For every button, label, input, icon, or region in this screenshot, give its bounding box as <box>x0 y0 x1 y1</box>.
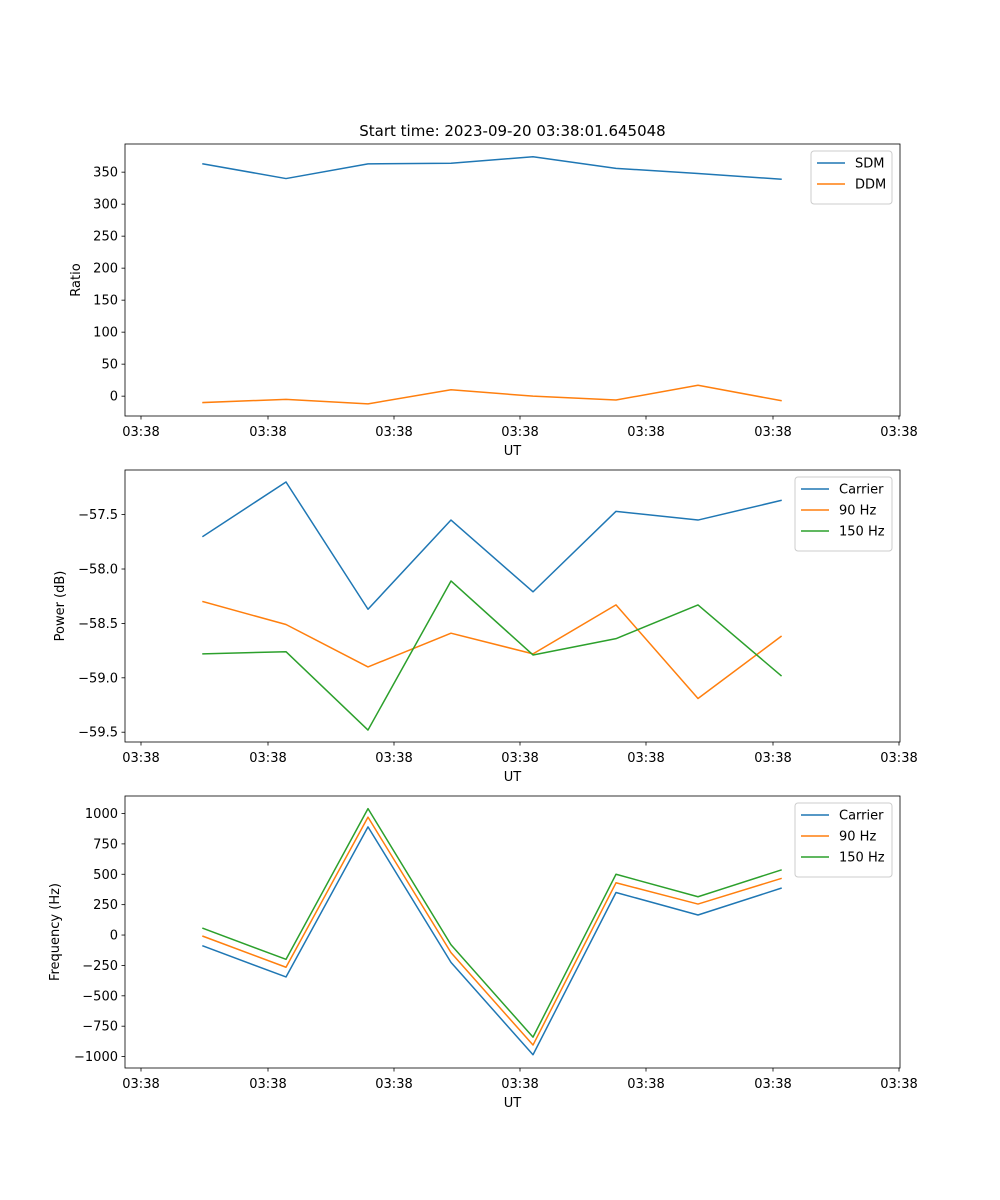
series-line-150-hz <box>202 580 783 731</box>
y-axis-label: Ratio <box>69 263 84 296</box>
series-line-carrier <box>201 481 782 611</box>
legend: Carrier 90 Hz 150 Hz <box>794 802 893 878</box>
x-axis-ticks: 03:38 03:38 03:38 03:38 03:38 03:38 03:38 <box>122 416 918 440</box>
series-line-90-hz <box>202 600 783 700</box>
chart-title: Start time: 2023-09-20 03:38:01.645048 <box>359 122 665 140</box>
y-tick-label: 250 <box>93 898 118 913</box>
x-tick-label: 03:38 <box>249 1077 286 1092</box>
x-tick-label: 03:38 <box>375 751 412 766</box>
series-line-sdm <box>202 156 782 181</box>
series-line-ddm <box>202 384 782 405</box>
y-tick-label: 100 <box>93 326 118 341</box>
x-tick-label: 03:38 <box>627 425 664 440</box>
x-tick-label: 03:38 <box>627 1077 664 1092</box>
y-tick-label: 0 <box>110 929 118 944</box>
x-axis-label: UT <box>504 1096 522 1111</box>
x-tick-label: 03:38 <box>754 751 791 766</box>
x-axis-ticks: 03:38 03:38 03:38 03:38 03:38 03:38 03:38 <box>122 742 918 766</box>
x-tick-label: 03:38 <box>375 425 412 440</box>
y-tick-label: 250 <box>93 230 118 245</box>
legend-entry: DDM <box>855 178 886 193</box>
series-line-90-hz <box>202 816 782 1046</box>
series-line-carrier <box>202 826 782 1056</box>
y-tick-label: −59.0 <box>78 671 118 686</box>
x-tick-label: 03:38 <box>754 1077 791 1092</box>
y-tick-label: −58.5 <box>78 617 118 632</box>
y-axis-ticks: 0 50 100 150 200 250 300 350 <box>93 166 125 405</box>
x-tick-label: 03:38 <box>249 425 286 440</box>
x-tick-label: 03:38 <box>249 751 286 766</box>
y-tick-label: −58.0 <box>78 563 118 578</box>
y-tick-label: 1000 <box>85 807 118 822</box>
x-tick-label: 03:38 <box>375 1077 412 1092</box>
x-tick-label: 03:38 <box>122 425 159 440</box>
y-axis-label: Power (dB) <box>53 571 68 642</box>
x-tick-label: 03:38 <box>501 1077 538 1092</box>
x-axis-label: UT <box>504 444 522 459</box>
y-tick-label: 750 <box>93 837 118 852</box>
y-tick-label: 0 <box>110 390 118 405</box>
y-axis-label: Frequency (Hz) <box>48 883 63 981</box>
series-lines <box>202 156 782 405</box>
x-tick-label: 03:38 <box>501 425 538 440</box>
legend: SDM DDM <box>810 150 893 205</box>
axes-frame <box>124 143 901 417</box>
axes-frame <box>124 469 901 743</box>
y-tick-label: 350 <box>93 166 118 181</box>
y-tick-label: 200 <box>93 262 118 277</box>
y-tick-label: −57.5 <box>78 508 118 523</box>
x-tick-label: 03:38 <box>754 425 791 440</box>
y-tick-label: 150 <box>93 294 118 309</box>
legend: Carrier 90 Hz 150 Hz <box>794 476 893 552</box>
x-tick-label: 03:38 <box>501 751 538 766</box>
legend-entry: Carrier <box>839 483 884 498</box>
x-tick-label: 03:38 <box>122 1077 159 1092</box>
y-tick-label: −750 <box>82 1020 118 1035</box>
x-tick-label: 03:38 <box>880 425 917 440</box>
x-tick-label: 03:38 <box>880 751 917 766</box>
legend-entry: Carrier <box>839 809 884 824</box>
legend-box <box>810 150 893 205</box>
x-tick-label: 03:38 <box>880 1077 917 1092</box>
y-tick-label: 50 <box>101 358 118 373</box>
x-axis-label: UT <box>504 770 522 785</box>
subplot-2: −59.5−59.0−58.5−58.0−57.503:38 03:38 03:38… <box>53 469 918 785</box>
y-tick-label: 500 <box>93 868 118 883</box>
legend-entry: 90 Hz <box>839 830 876 845</box>
series-line-150-hz <box>202 807 782 1038</box>
series-lines <box>202 807 782 1056</box>
series-lines <box>201 481 783 731</box>
x-tick-label: 03:38 <box>122 751 159 766</box>
x-tick-label: 03:38 <box>627 751 664 766</box>
y-tick-label: −59.5 <box>78 726 118 741</box>
legend-box <box>794 802 893 878</box>
axes-frame <box>124 795 901 1069</box>
y-axis-ticks: −59.5 −59.0 −58.5 −58.0 −57.5 <box>78 508 125 741</box>
y-tick-label: −1000 <box>74 1050 118 1065</box>
legend-box <box>794 476 893 552</box>
y-axis-ticks: −1000 −750 −500 −250 0 250 500 750 1000 <box>74 807 125 1065</box>
legend-entry: 150 Hz <box>839 851 885 866</box>
y-tick-label: −250 <box>82 959 118 974</box>
legend-entry: 90 Hz <box>839 504 876 519</box>
legend-entry: 150 Hz <box>839 525 885 540</box>
legend-entry: SDM <box>855 157 884 172</box>
y-tick-label: −500 <box>82 989 118 1004</box>
y-tick-label: 300 <box>93 198 118 213</box>
x-axis-ticks: 03:38 03:38 03:38 03:38 03:38 03:38 03:38 <box>122 1068 918 1092</box>
